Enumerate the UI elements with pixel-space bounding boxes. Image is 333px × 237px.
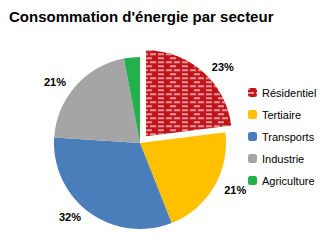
svg-text:Résidentiel: Résidentiel	[262, 87, 316, 99]
svg-text:Consommation d'énergie par sec: Consommation d'énergie par secteur	[9, 8, 274, 25]
svg-text:Agriculture: Agriculture	[262, 175, 315, 187]
svg-text:Industrie: Industrie	[262, 153, 304, 165]
svg-text:21%: 21%	[224, 184, 246, 196]
svg-text:23%: 23%	[212, 61, 234, 73]
svg-text:21%: 21%	[44, 76, 66, 88]
svg-text:Tertiaire: Tertiaire	[262, 109, 301, 121]
svg-text:Transports: Transports	[262, 131, 315, 143]
svg-text:32%: 32%	[59, 211, 81, 223]
